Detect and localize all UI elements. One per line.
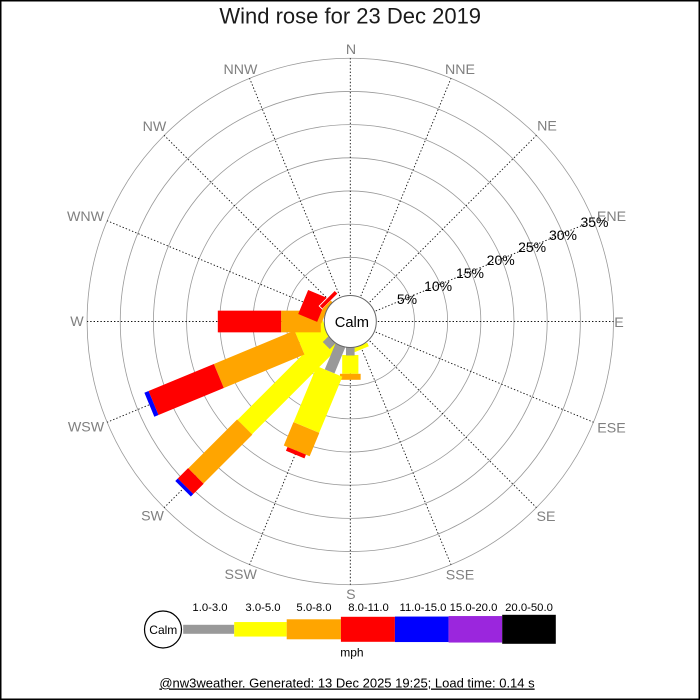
svg-text:20%: 20% — [487, 252, 515, 268]
svg-text:mph: mph — [340, 645, 363, 659]
svg-text:SE: SE — [537, 509, 556, 525]
svg-text:1.0-3.0: 1.0-3.0 — [192, 602, 227, 614]
svg-text:SW: SW — [141, 509, 164, 525]
svg-text:5%: 5% — [397, 291, 417, 307]
svg-text:35%: 35% — [580, 214, 608, 230]
svg-text:Wind rose for 23 Dec 2019: Wind rose for 23 Dec 2019 — [219, 4, 481, 29]
svg-text:NE: NE — [537, 119, 557, 135]
svg-text:@nw3weather. Generated: 13 Dec: @nw3weather. Generated: 13 Dec 2025 19:2… — [159, 676, 535, 691]
svg-text:30%: 30% — [549, 227, 577, 243]
svg-text:11.0-15.0: 11.0-15.0 — [400, 602, 447, 614]
svg-text:5.0-8.0: 5.0-8.0 — [296, 602, 331, 614]
svg-text:N: N — [346, 42, 356, 58]
svg-text:15.0-20.0: 15.0-20.0 — [450, 602, 498, 614]
svg-text:NNE: NNE — [445, 62, 475, 78]
svg-text:8.0-11.0: 8.0-11.0 — [348, 602, 389, 614]
svg-text:WNW: WNW — [67, 209, 105, 225]
svg-text:3.0-5.0: 3.0-5.0 — [245, 602, 280, 614]
svg-text:NW: NW — [143, 119, 167, 135]
svg-text:E: E — [614, 315, 623, 331]
svg-text:NNW: NNW — [224, 62, 258, 78]
svg-text:SSW: SSW — [225, 567, 258, 583]
svg-text:ESE: ESE — [597, 421, 625, 437]
svg-text:WSW: WSW — [68, 420, 105, 436]
svg-text:15%: 15% — [456, 265, 484, 281]
svg-text:Calm: Calm — [335, 315, 369, 331]
svg-text:SSE: SSE — [446, 568, 474, 584]
svg-text:25%: 25% — [518, 239, 546, 255]
svg-text:W: W — [70, 314, 84, 330]
svg-text:Calm: Calm — [149, 623, 177, 637]
svg-text:20.0-50.0: 20.0-50.0 — [505, 602, 553, 614]
svg-text:ENE: ENE — [597, 209, 626, 225]
svg-text:S: S — [346, 587, 355, 603]
svg-text:10%: 10% — [424, 278, 452, 294]
